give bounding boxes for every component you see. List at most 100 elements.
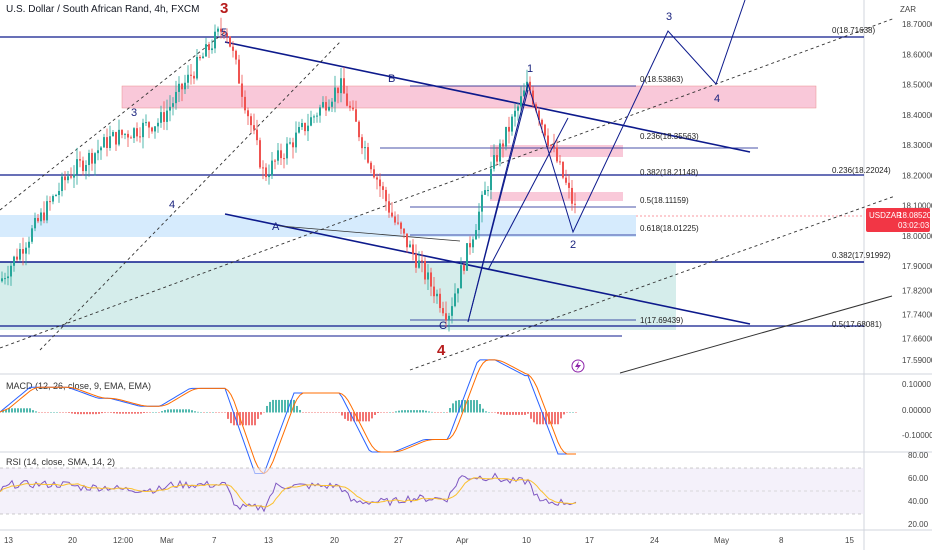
candle-body — [337, 87, 339, 94]
candle-body — [319, 107, 321, 116]
candle-body — [100, 147, 102, 151]
candle-body — [523, 90, 525, 97]
fib-label-1: 1(17.69439) — [640, 316, 683, 325]
price-tick: 18.30000 — [902, 141, 932, 150]
candle-body — [334, 87, 336, 102]
candle-body — [253, 125, 255, 130]
macd-histogram-bar — [20, 408, 22, 413]
macd-histogram-bar — [413, 410, 415, 413]
candle-body — [349, 105, 351, 108]
candle-body — [250, 116, 252, 126]
macd-histogram-bar — [107, 412, 109, 413]
price-tick: 18.20000 — [902, 171, 932, 180]
dashed-trend-3 — [0, 31, 226, 211]
candle-body — [364, 147, 366, 149]
time-tick: 10 — [522, 536, 531, 545]
candle-body — [22, 249, 24, 254]
rsi-label: RSI (14, close, SMA, 14, 2) — [6, 457, 116, 467]
macd-histogram-bar — [104, 412, 106, 413]
macd-histogram-bar — [110, 412, 112, 413]
macd-histogram-bar — [80, 412, 82, 415]
candle-body — [541, 119, 543, 125]
macd-histogram-bar — [287, 399, 289, 413]
candle-body — [160, 112, 162, 123]
macd-histogram-bar — [371, 412, 373, 419]
wave-label-c: C — [439, 320, 447, 332]
macd-histogram-bar — [314, 412, 316, 413]
price-tick: 18.40000 — [902, 111, 932, 120]
candle-body — [256, 129, 258, 141]
macd-histogram-bar — [353, 412, 355, 422]
macd-histogram-bar — [119, 412, 121, 414]
macd-histogram-bar — [146, 412, 148, 413]
candle-body — [565, 177, 567, 183]
time-tick: 13 — [264, 536, 273, 545]
macd-axis: 0.10000 0.00000 -0.10000 — [902, 380, 932, 440]
macd-histogram-bar — [302, 412, 304, 413]
candle-body — [157, 122, 159, 127]
candle-body — [181, 83, 183, 90]
candle-body — [175, 91, 177, 104]
macd-histogram-bar — [248, 412, 250, 426]
macd-histogram-bar — [527, 412, 529, 414]
macd-histogram-bar — [50, 412, 52, 413]
dashed-trend-2 — [409, 195, 896, 371]
candle-body — [124, 133, 126, 135]
macd-histogram-bar — [437, 412, 439, 413]
macd-histogram-bar — [440, 412, 442, 413]
price-tick: 18.00000 — [902, 232, 932, 241]
macd-histogram-bar — [554, 412, 556, 425]
macd-histogram-bar — [539, 412, 541, 425]
candle-body — [115, 132, 117, 145]
macd-histogram-bar — [533, 412, 535, 423]
candle-body — [511, 116, 513, 132]
candle-body — [457, 288, 459, 294]
macd-histogram-bar — [233, 412, 235, 426]
candle-body — [34, 217, 36, 229]
candle-body — [139, 136, 141, 138]
candle-body — [118, 129, 120, 145]
price-axis[interactable]: ZAR 18.70000 18.60000 18.50000 18.40000 18.3… — [900, 5, 932, 365]
macd-histogram-bar — [209, 412, 211, 413]
macd-histogram-bar — [425, 410, 427, 413]
macd-histogram-bar — [38, 412, 40, 413]
candle-body — [226, 33, 228, 37]
candle-body — [463, 265, 465, 271]
candle-body — [529, 81, 531, 91]
fib-label-0382: 0.382(18.21148) — [640, 168, 698, 177]
macd-histogram-bar — [26, 408, 28, 413]
candle-body — [430, 272, 432, 287]
macd-histogram-bar — [323, 412, 325, 413]
macd-panel — [0, 359, 577, 475]
macd-histogram-bar — [524, 412, 526, 415]
candle-body — [1, 278, 3, 282]
demand-zone-green — [0, 262, 676, 330]
candle-body — [268, 175, 270, 178]
rsi-tick: 80.00 — [908, 451, 929, 460]
candle-body — [322, 102, 324, 108]
tag-symbol: USDZAR — [869, 211, 902, 220]
candle-body — [154, 126, 156, 132]
candle-body — [307, 125, 309, 132]
macd-histogram-bar — [8, 408, 10, 413]
candle-body — [451, 306, 453, 316]
macd-histogram-bar — [203, 412, 205, 413]
macd-histogram-bar — [62, 412, 64, 413]
macd-histogram-bar — [125, 412, 127, 414]
wave-label-5: 5 — [221, 27, 227, 39]
candle-body — [484, 190, 486, 195]
wave-label-big4: 4 — [437, 342, 446, 359]
lightning-icon[interactable] — [571, 359, 585, 373]
elliott-projection — [467, 0, 746, 323]
macd-label: MACD (12, 26, close, 9, EMA, EMA) — [6, 381, 152, 391]
macd-histogram-bar — [155, 412, 157, 413]
time-axis[interactable]: 13 20 12:00 Mar 7 13 20 27 Apr 10 17 24 May 8 15 — [4, 536, 854, 545]
macd-histogram-bar — [452, 403, 454, 413]
macd-histogram-bar — [569, 412, 571, 413]
candle-body — [436, 293, 438, 297]
projection-channel-a — [467, 89, 529, 323]
last-price-tag: USDZAR 18.08520 03:02:03 — [866, 208, 932, 232]
macd-histogram-bar — [206, 412, 208, 413]
macd-histogram-bar — [545, 412, 547, 425]
